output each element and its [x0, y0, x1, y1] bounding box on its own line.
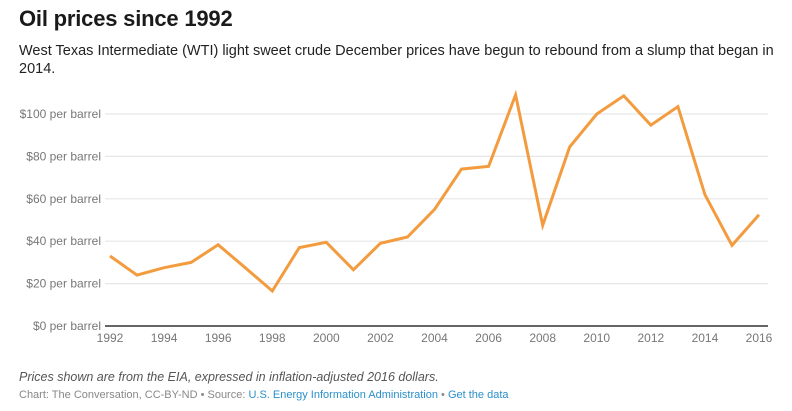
x-tick-label: 2006: [475, 331, 502, 345]
chart-title: Oil prices since 1992: [19, 6, 233, 31]
x-tick-label: 1998: [259, 331, 286, 345]
x-tick-label: 1994: [151, 331, 178, 345]
source-label: Source:: [207, 389, 249, 401]
gridlines: [105, 113, 768, 285]
series-line: [109, 89, 761, 294]
y-tick-label: $100 per barrel: [20, 107, 101, 121]
separator: •: [437, 389, 448, 401]
x-tick-label: 2008: [529, 331, 556, 345]
x-axis-labels: 1992 1994 1996 1998 2000 2002 2004 2006 2008 2010…: [97, 331, 773, 345]
y-tick-label: $20 per barrel: [26, 277, 101, 291]
line-chart: $0 per barrel $20 per barrel $40 per barre…: [20, 89, 773, 345]
x-tick-label: 2002: [367, 331, 394, 345]
x-tick-label: 1996: [205, 331, 232, 345]
credit-text: Chart: The Conversation, CC-BY-ND: [19, 389, 198, 401]
chart-subtitle: West Texas Intermediate (WTI) light swee…: [19, 43, 774, 77]
chart-note: Prices shown are from the EIA, expressed…: [19, 370, 439, 384]
x-tick-label: 2004: [421, 331, 448, 345]
chart-credit: Chart: The Conversation, CC-BY-ND • Sour…: [19, 389, 509, 401]
y-tick-label: $80 per barrel: [26, 149, 101, 163]
y-tick-label: $40 per barrel: [26, 234, 101, 248]
x-tick-label: 2010: [583, 331, 610, 345]
x-tick-label: 2016: [746, 331, 773, 345]
source-link[interactable]: U.S. Energy Information Administration: [248, 389, 438, 401]
separator: •: [197, 389, 208, 401]
x-tick-label: 1992: [97, 331, 124, 345]
y-tick-label: $0 per barrel: [33, 319, 101, 333]
y-tick-label: $60 per barrel: [26, 192, 101, 206]
x-tick-label: 2000: [313, 331, 340, 345]
x-tick-label: 2014: [692, 331, 719, 345]
x-tick-label: 2012: [637, 331, 664, 345]
series-group: [109, 89, 761, 294]
y-axis-labels: $0 per barrel $20 per barrel $40 per barre…: [20, 107, 101, 333]
get-data-link[interactable]: Get the data: [447, 389, 509, 401]
